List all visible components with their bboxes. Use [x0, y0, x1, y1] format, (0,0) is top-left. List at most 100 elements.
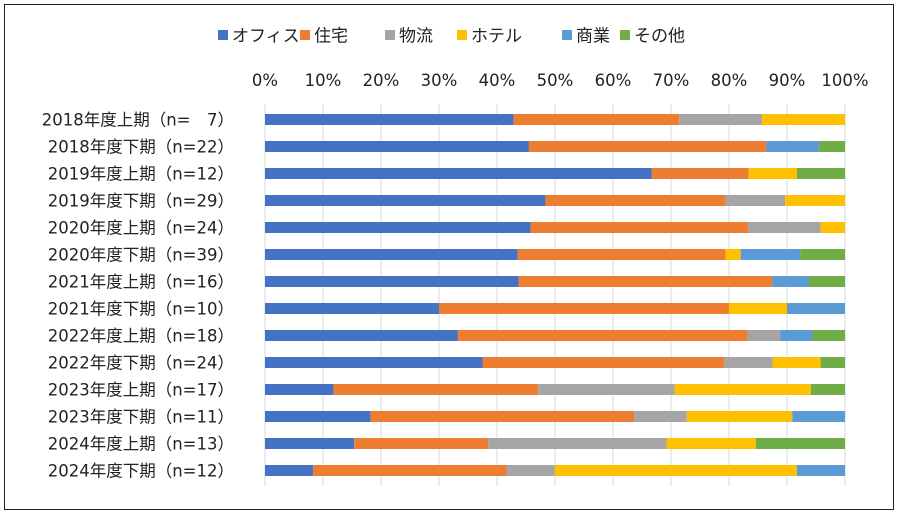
bar-segment — [530, 222, 749, 233]
bar-segment — [265, 303, 439, 314]
bar-segment — [762, 114, 845, 125]
category-label: 2024年度下期（n=12） — [48, 462, 234, 481]
category-labels: 2018年度上期（n= 7） 2018年度下期（n=22） 2019年度上期（n=1… — [42, 111, 234, 481]
bar-segment — [265, 249, 518, 260]
bar-segment — [265, 276, 519, 287]
bar-segment — [725, 249, 741, 260]
bar-segment — [818, 141, 845, 152]
bar-segment — [787, 303, 845, 314]
bar-segment — [724, 357, 773, 368]
bar-segment — [808, 276, 845, 287]
category-label: 2022年度上期（n=18） — [48, 327, 234, 346]
bar-segment — [796, 465, 845, 476]
bar-segment — [518, 276, 773, 287]
bar-segment — [785, 195, 845, 206]
bar-segment — [457, 330, 748, 341]
legend-label: 住宅 — [314, 27, 348, 47]
bar-segment — [812, 330, 845, 341]
bar-segment — [679, 114, 763, 125]
bar-segment — [755, 438, 845, 449]
bar-segment — [554, 465, 797, 476]
bar-segment — [634, 411, 687, 422]
bar-segment — [651, 168, 749, 179]
bar-segment — [265, 330, 458, 341]
bar-segment — [820, 222, 845, 233]
legend-label: オフィス — [232, 27, 300, 47]
x-tick-label: 50% — [537, 71, 574, 90]
x-tick-label: 40% — [479, 71, 516, 90]
bar-segment — [800, 249, 845, 260]
bar-segment — [820, 357, 845, 368]
bar-segment — [686, 411, 793, 422]
bar-segment — [265, 357, 483, 368]
bar-segment — [333, 384, 539, 395]
bar-segment — [766, 141, 819, 152]
bar-segment — [313, 465, 507, 476]
bar-segment — [265, 222, 531, 233]
category-label: 2021年度上期（n=16） — [48, 273, 234, 292]
legend-swatch — [562, 30, 572, 40]
bar-segment — [265, 438, 355, 449]
legend-label: その他 — [634, 27, 685, 47]
bar-segment — [748, 222, 821, 233]
category-label: 2022年度下期（n=24） — [48, 354, 234, 373]
bar-segment — [748, 168, 797, 179]
bar-segment — [538, 384, 675, 395]
legend: オフィス 住宅 物流 ホテル 商業 その他 — [218, 27, 685, 47]
bar-segment — [725, 195, 786, 206]
category-label: 2019年度下期（n=29） — [48, 192, 234, 211]
bar-segment — [265, 411, 371, 422]
bar-segment — [506, 465, 555, 476]
bar-segment — [740, 249, 801, 260]
bar-segment — [265, 168, 652, 179]
legend-swatch — [218, 30, 228, 40]
bar-segment — [810, 384, 845, 395]
bar-segment — [729, 303, 787, 314]
bar-segment — [482, 357, 725, 368]
bar-segment — [439, 303, 729, 314]
category-label: 2020年度上期（n=24） — [48, 219, 234, 238]
bar-segment — [666, 438, 756, 449]
category-label: 2018年度下期（n=22） — [48, 138, 234, 157]
legend-label: ホテル — [471, 27, 522, 47]
bar-segment — [265, 384, 334, 395]
bar-segment — [528, 141, 767, 152]
x-tick-label: 0% — [252, 71, 278, 90]
category-label: 2020年度下期（n=39） — [48, 246, 234, 265]
category-label: 2023年度下期（n=11） — [48, 408, 234, 427]
category-label: 2024年度上期（n=13） — [48, 435, 234, 454]
gridlines — [264, 104, 846, 486]
legend-swatch — [300, 30, 310, 40]
x-tick-label: 100% — [821, 71, 868, 90]
bar-segment — [517, 249, 726, 260]
bar-segment — [265, 465, 314, 476]
legend-label: 物流 — [399, 27, 433, 47]
bar-segment — [488, 438, 667, 449]
category-label: 2021年度下期（n=10） — [48, 300, 234, 319]
bar-segment — [792, 411, 845, 422]
legend-swatch — [457, 30, 467, 40]
category-label: 2018年度上期（n= 7） — [42, 111, 234, 130]
bar-segment — [747, 330, 781, 341]
bar-segment — [265, 141, 529, 152]
bar-segment — [265, 114, 514, 125]
bar-segment — [545, 195, 726, 206]
bar-segment — [772, 276, 809, 287]
x-tick-label: 30% — [421, 71, 458, 90]
bar-segment — [370, 411, 635, 422]
bar-segment — [354, 438, 489, 449]
legend-swatch — [620, 30, 630, 40]
bar-segment — [265, 195, 546, 206]
legend-swatch — [385, 30, 395, 40]
category-label: 2023年度上期（n=17） — [48, 381, 234, 400]
bar-segment — [796, 168, 845, 179]
category-label: 2019年度上期（n=12） — [48, 165, 234, 184]
bar-segment — [780, 330, 813, 341]
legend-label: 商業 — [576, 27, 610, 47]
x-tick-label: 10% — [305, 71, 342, 90]
x-tick-label: 70% — [653, 71, 690, 90]
x-axis-ticks: 0% 10% 20% 30% 40% 50% 60% 70% 80% 90% 100% — [252, 71, 869, 90]
x-tick-label: 20% — [363, 71, 400, 90]
x-tick-label: 90% — [769, 71, 806, 90]
